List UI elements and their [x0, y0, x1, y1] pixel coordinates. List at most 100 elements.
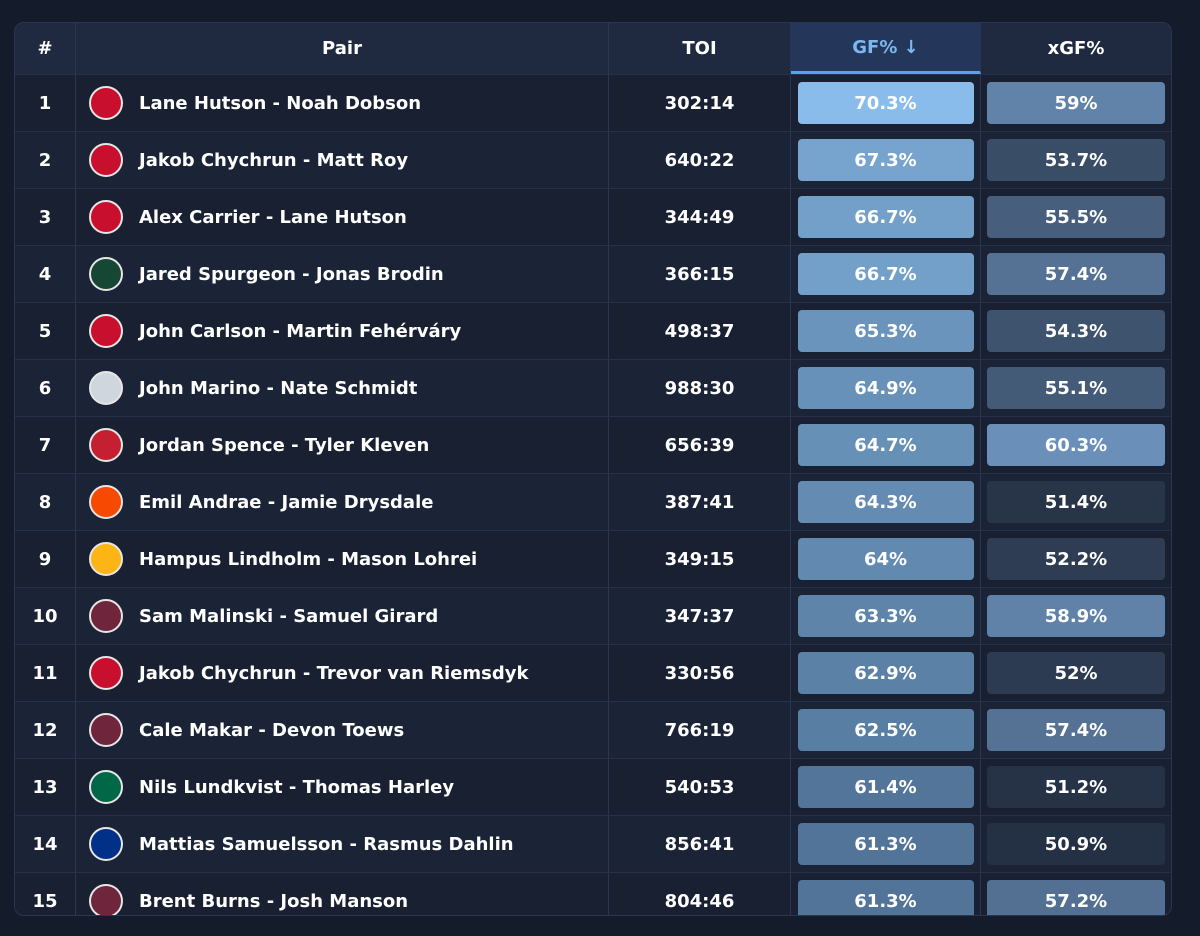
xgf-value: 52.2%: [987, 538, 1165, 580]
team-logo: [76, 75, 136, 131]
toi: 540:53: [609, 759, 791, 815]
rank: 12: [15, 702, 76, 758]
xgf-cell: 51.4%: [981, 474, 1171, 530]
gf-cell: 64.3%: [791, 474, 981, 530]
header-row: # Pair TOI GF% ↓ xGF%: [15, 23, 1171, 75]
table-row: 8 Emil Andrae - Jamie Drysdale 387:41 64.3%…: [15, 474, 1171, 531]
pair-name: Hampus Lindholm - Mason Lohrei: [136, 531, 609, 587]
toi: 766:19: [609, 702, 791, 758]
team-logo: [76, 702, 136, 758]
pair-name: Jakob Chychrun - Matt Roy: [136, 132, 609, 188]
gf-value: 64%: [797, 538, 974, 580]
gf-value: 62.9%: [797, 652, 974, 694]
gf-cell: 64.9%: [791, 360, 981, 416]
team-logo: [76, 417, 136, 473]
column-header: xGF%: [1047, 38, 1105, 59]
team-logo: [76, 246, 136, 302]
xgf-cell: 52.2%: [981, 531, 1171, 587]
gf-cell: 70.3%: [791, 75, 981, 131]
logo-icon: [89, 656, 123, 690]
toi: 302:14: [609, 75, 791, 131]
logo-icon: [89, 428, 123, 462]
toi: 640:22: [609, 132, 791, 188]
gf-cell: 66.7%: [791, 189, 981, 245]
xgf-cell: 52%: [981, 645, 1171, 701]
xgf-value: 52%: [987, 652, 1165, 694]
column-header: GF% ↓: [791, 23, 981, 74]
toi: 344:49: [609, 189, 791, 245]
xgf-cell: 53.7%: [981, 132, 1171, 188]
team-logo: [76, 531, 136, 587]
logo-icon: [89, 770, 123, 804]
xgf-value: 60.3%: [987, 424, 1165, 466]
logo-icon: [89, 713, 123, 747]
rank: 15: [15, 873, 76, 915]
gf-cell: 63.3%: [791, 588, 981, 644]
gf-value: 61.3%: [797, 823, 974, 865]
logo-icon: [89, 827, 123, 861]
toi: 387:41: [609, 474, 791, 530]
table-row: 6 John Marino - Nate Schmidt 988:30 64.9% 55…: [15, 360, 1171, 417]
column-header: #: [15, 23, 76, 74]
rank: 7: [15, 417, 76, 473]
logo-icon: [89, 485, 123, 519]
table-row: 13 Nils Lundkvist - Thomas Harley 540:53 61…: [15, 759, 1171, 816]
gf-cell: 61.4%: [791, 759, 981, 815]
column-header: Pair: [76, 23, 609, 74]
gf-cell: 66.7%: [791, 246, 981, 302]
gf-value: 61.3%: [797, 880, 974, 915]
xgf-cell: 54.3%: [981, 303, 1171, 359]
rank: 6: [15, 360, 76, 416]
team-logo: [76, 132, 136, 188]
gf-value: 66.7%: [797, 196, 974, 238]
logo-icon: [89, 200, 123, 234]
gf-value: 63.3%: [797, 595, 974, 637]
table-row: 1 Lane Hutson - Noah Dobson 302:14 70.3% 59%: [15, 75, 1171, 132]
logo-icon: [89, 599, 123, 633]
gf-value: 67.3%: [797, 139, 974, 181]
xgf-cell: 51.2%: [981, 759, 1171, 815]
rank: 14: [15, 816, 76, 872]
xgf-cell: 59%: [981, 75, 1171, 131]
gf-cell: 65.3%: [791, 303, 981, 359]
table-row: 2 Jakob Chychrun - Matt Roy 640:22 67.3% 53.…: [15, 132, 1171, 189]
xgf-value: 58.9%: [987, 595, 1165, 637]
rank: 11: [15, 645, 76, 701]
xgf-value: 57.2%: [987, 880, 1165, 915]
gf-cell: 61.3%: [791, 873, 981, 915]
toi: 656:39: [609, 417, 791, 473]
team-logo: [76, 759, 136, 815]
gf-value: 64.3%: [797, 481, 974, 523]
rank: 13: [15, 759, 76, 815]
toi: 366:15: [609, 246, 791, 302]
xgf-cell: 60.3%: [981, 417, 1171, 473]
table-row: 11 Jakob Chychrun - Trevor van Riemsdyk 33…: [15, 645, 1171, 702]
table-row: 5 John Carlson - Martin Fehérváry 498:37 65…: [15, 303, 1171, 360]
toi: 804:46: [609, 873, 791, 915]
team-logo: [76, 588, 136, 644]
xgf-value: 50.9%: [987, 823, 1165, 865]
xgf-cell: 57.4%: [981, 246, 1171, 302]
gf-value: 61.4%: [797, 766, 974, 808]
gf-value: 70.3%: [797, 82, 974, 124]
toi: 988:30: [609, 360, 791, 416]
logo-icon: [89, 86, 123, 120]
table: # Pair TOI GF% ↓ xGF% 1 Lane Hutson - Noah Dob…: [14, 22, 1172, 916]
gf-cell: 67.3%: [791, 132, 981, 188]
xgf-value: 54.3%: [987, 310, 1165, 352]
table-row: 12 Cale Makar - Devon Toews 766:19 62.5% 57.…: [15, 702, 1171, 759]
xgf-cell: 58.9%: [981, 588, 1171, 644]
gf-cell: 61.3%: [791, 816, 981, 872]
gf-value: 65.3%: [797, 310, 974, 352]
logo-icon: [89, 371, 123, 405]
logo-icon: [89, 314, 123, 348]
pair-name: Jared Spurgeon - Jonas Brodin: [136, 246, 609, 302]
xgf-cell: 57.2%: [981, 873, 1171, 915]
rank: 3: [15, 189, 76, 245]
xgf-cell: 55.1%: [981, 360, 1171, 416]
logo-icon: [89, 143, 123, 177]
pair-name: John Marino - Nate Schmidt: [136, 360, 609, 416]
table-row: 3 Alex Carrier - Lane Hutson 344:49 66.7% 55…: [15, 189, 1171, 246]
table-row: 15 Brent Burns - Josh Manson 804:46 61.3% 57…: [15, 873, 1171, 915]
